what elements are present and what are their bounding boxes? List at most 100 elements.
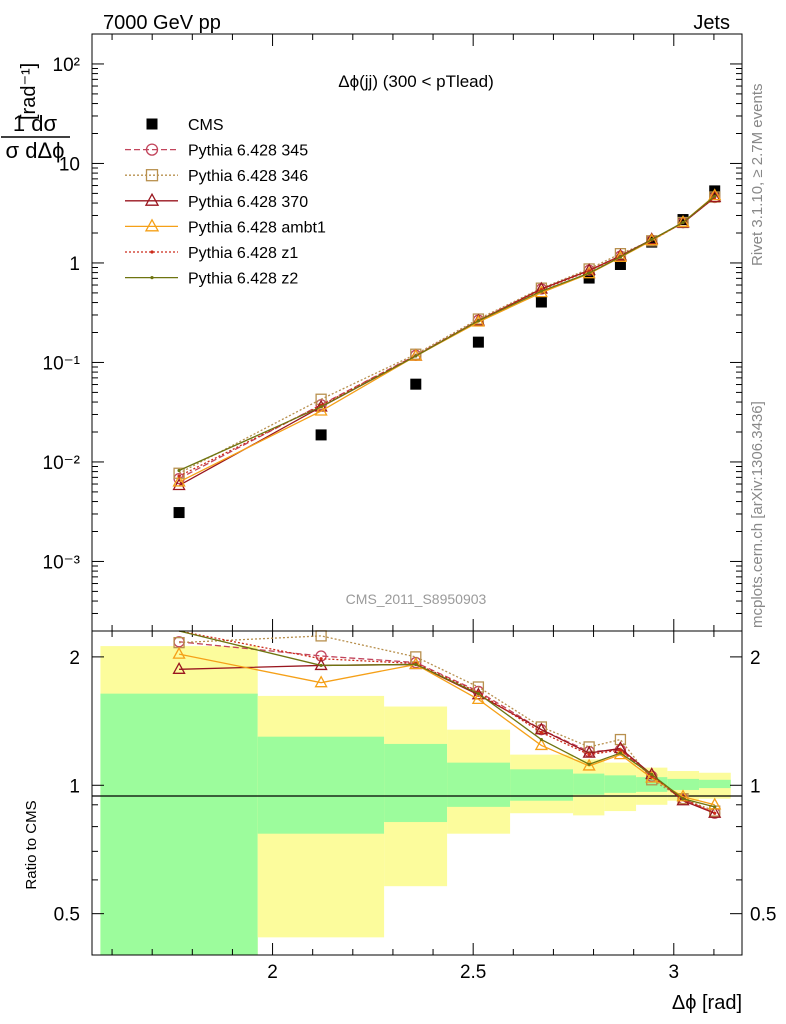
data-point-CMS bbox=[614, 258, 626, 270]
main-y-tick-labels: 10⁻³ 10⁻² 10⁻¹ 1 10 10² bbox=[43, 55, 81, 574]
legend-label: Pythia 6.428 346 bbox=[188, 168, 308, 185]
data-point-ambt1 bbox=[582, 266, 596, 279]
ratio-point-z2 bbox=[476, 692, 480, 696]
ratio-point-z2 bbox=[414, 662, 418, 667]
x-tick-label: 3 bbox=[669, 962, 680, 983]
ratio-point-p345 bbox=[315, 650, 327, 662]
ratio-point-z1 bbox=[319, 657, 323, 661]
data-point-z2 bbox=[618, 255, 623, 259]
data-point-z2 bbox=[650, 237, 654, 242]
ratio-point-p370 bbox=[172, 661, 186, 674]
band-inner-bin bbox=[604, 775, 637, 793]
data-point-z2 bbox=[539, 289, 543, 293]
ratio-marks bbox=[92, 630, 742, 956]
ratio-plot: 0.5 0.51 12 2 2 2.5 3 Ratio to CMS Δϕ [rad] bbox=[23, 630, 776, 1014]
header-left: 7000 GeV pp bbox=[103, 12, 221, 34]
legend-item-p345: Pythia 6.428 345 bbox=[125, 143, 308, 160]
data-point-CMS bbox=[472, 336, 484, 348]
y-axis-label-denominator: σ dΔϕ bbox=[6, 138, 65, 163]
data-point-CMS bbox=[173, 507, 185, 519]
data-point-ambt1 bbox=[172, 474, 186, 487]
band-inner-bin bbox=[100, 693, 258, 955]
band-inner-bin bbox=[384, 743, 448, 823]
ratio-y-tick-label-right: 0.5 bbox=[750, 905, 776, 926]
ratio-point-z2 bbox=[713, 805, 717, 809]
data-point-z2 bbox=[587, 271, 591, 275]
side-label-version: Rivet 3.1.10, ≥ 2.7M events bbox=[749, 84, 766, 267]
ratio-point-z1 bbox=[713, 811, 717, 815]
ratio-plot-frame bbox=[91, 630, 743, 956]
data-point-CMS bbox=[677, 214, 689, 226]
watermark: CMS_2011_S8950903 bbox=[346, 591, 487, 607]
legend-label: Pythia 6.428 z1 bbox=[188, 245, 298, 262]
ratio-line-z2 bbox=[178, 630, 715, 808]
legend-item-ambt1: Pythia 6.428 ambt1 bbox=[125, 218, 326, 236]
series-line-z2 bbox=[178, 195, 716, 472]
ratio-point-p346 bbox=[583, 741, 595, 753]
ratio-line-z1 bbox=[178, 630, 715, 814]
data-point-ambt1 bbox=[314, 403, 328, 416]
ratio-y-tick-label-left: 2 bbox=[69, 648, 80, 669]
data-point-p370 bbox=[172, 478, 186, 491]
ratio-point-ambt1 bbox=[314, 675, 328, 688]
main-y-tick-label: 10⁻¹ bbox=[43, 353, 81, 374]
legend-label: Pythia 6.428 ambt1 bbox=[188, 219, 326, 236]
ratio-point-z2 bbox=[618, 751, 623, 755]
series-line-z1 bbox=[178, 196, 716, 477]
data-point-CMS bbox=[646, 236, 658, 248]
data-point-z2 bbox=[414, 354, 418, 358]
ratio-point-ambt1 bbox=[708, 797, 722, 810]
legend-marker bbox=[146, 118, 158, 130]
band-inner-bin bbox=[257, 736, 385, 834]
ratio-point-p370 bbox=[708, 805, 722, 818]
band-inner-bin bbox=[447, 762, 511, 807]
ratio-point-z2 bbox=[319, 663, 323, 668]
ratio-point-z1 bbox=[587, 753, 591, 757]
data-point-CMS bbox=[410, 378, 422, 390]
data-point-ambt1 bbox=[676, 214, 690, 227]
ratio-point-ambt1 bbox=[172, 646, 186, 659]
x-tick-labels: 2 2.5 3 bbox=[267, 962, 679, 983]
ratio-y-tick-label-right: 1 bbox=[750, 776, 761, 797]
legend-item-z2: Pythia 6.428 z2 bbox=[125, 271, 298, 288]
legend-item-p370: Pythia 6.428 370 bbox=[125, 192, 308, 211]
main-marks bbox=[92, 33, 742, 632]
legend-item-p346: Pythia 6.428 346 bbox=[125, 168, 308, 185]
ratio-point-p346 bbox=[315, 630, 327, 642]
x-axis-label: Δϕ [rad] bbox=[672, 992, 742, 1014]
y-axis-label-unit: [rad⁻¹] bbox=[18, 63, 40, 120]
legend-marker bbox=[150, 276, 154, 280]
header-right: Jets bbox=[693, 12, 730, 34]
ratio-point-ambt1 bbox=[582, 758, 596, 771]
ratio-y-tick-label-left: 0.5 bbox=[54, 905, 80, 926]
data-point-z2 bbox=[476, 319, 480, 323]
main-plot: CMS_2011_S8950903 Δϕ(jj) (300 < pTlead) … bbox=[1, 33, 743, 632]
ratio-line-p346 bbox=[179, 635, 715, 812]
legend-label: Pythia 6.428 345 bbox=[188, 143, 308, 160]
legend-item-z1: Pythia 6.428 z1 bbox=[125, 245, 298, 262]
band-inner-bin bbox=[573, 773, 605, 795]
series-line-p346 bbox=[178, 196, 716, 474]
side-label-source: mcplots.cern.ch [arXiv:1306.3436] bbox=[749, 401, 766, 628]
main-y-tick-label: 10⁻³ bbox=[43, 552, 81, 573]
data-point-ambt1 bbox=[471, 314, 485, 327]
band-inner-bin bbox=[667, 778, 700, 790]
ratio-point-z2 bbox=[539, 737, 543, 742]
legend-label: Pythia 6.428 z2 bbox=[188, 271, 298, 288]
ratio-point-p346 bbox=[614, 733, 627, 746]
ratio-y-tick-label-left: 1 bbox=[69, 776, 80, 797]
data-point-z2 bbox=[177, 468, 181, 473]
data-point-CMS bbox=[535, 296, 547, 308]
data-point-CMS bbox=[315, 429, 327, 441]
data-point-z2 bbox=[319, 405, 323, 409]
x-tick-label: 2.5 bbox=[460, 962, 486, 983]
data-point-ambt1 bbox=[645, 233, 659, 246]
legend-marker bbox=[150, 250, 154, 254]
band-inner-bin bbox=[699, 779, 731, 789]
legend: CMS Pythia 6.428 345 Pythia 6.428 346 Pythi… bbox=[125, 117, 326, 288]
data-point-z1 bbox=[177, 474, 181, 478]
ratio-point-z2 bbox=[587, 762, 591, 766]
data-point-p370 bbox=[708, 190, 722, 203]
data-point-ambt1 bbox=[613, 249, 628, 262]
